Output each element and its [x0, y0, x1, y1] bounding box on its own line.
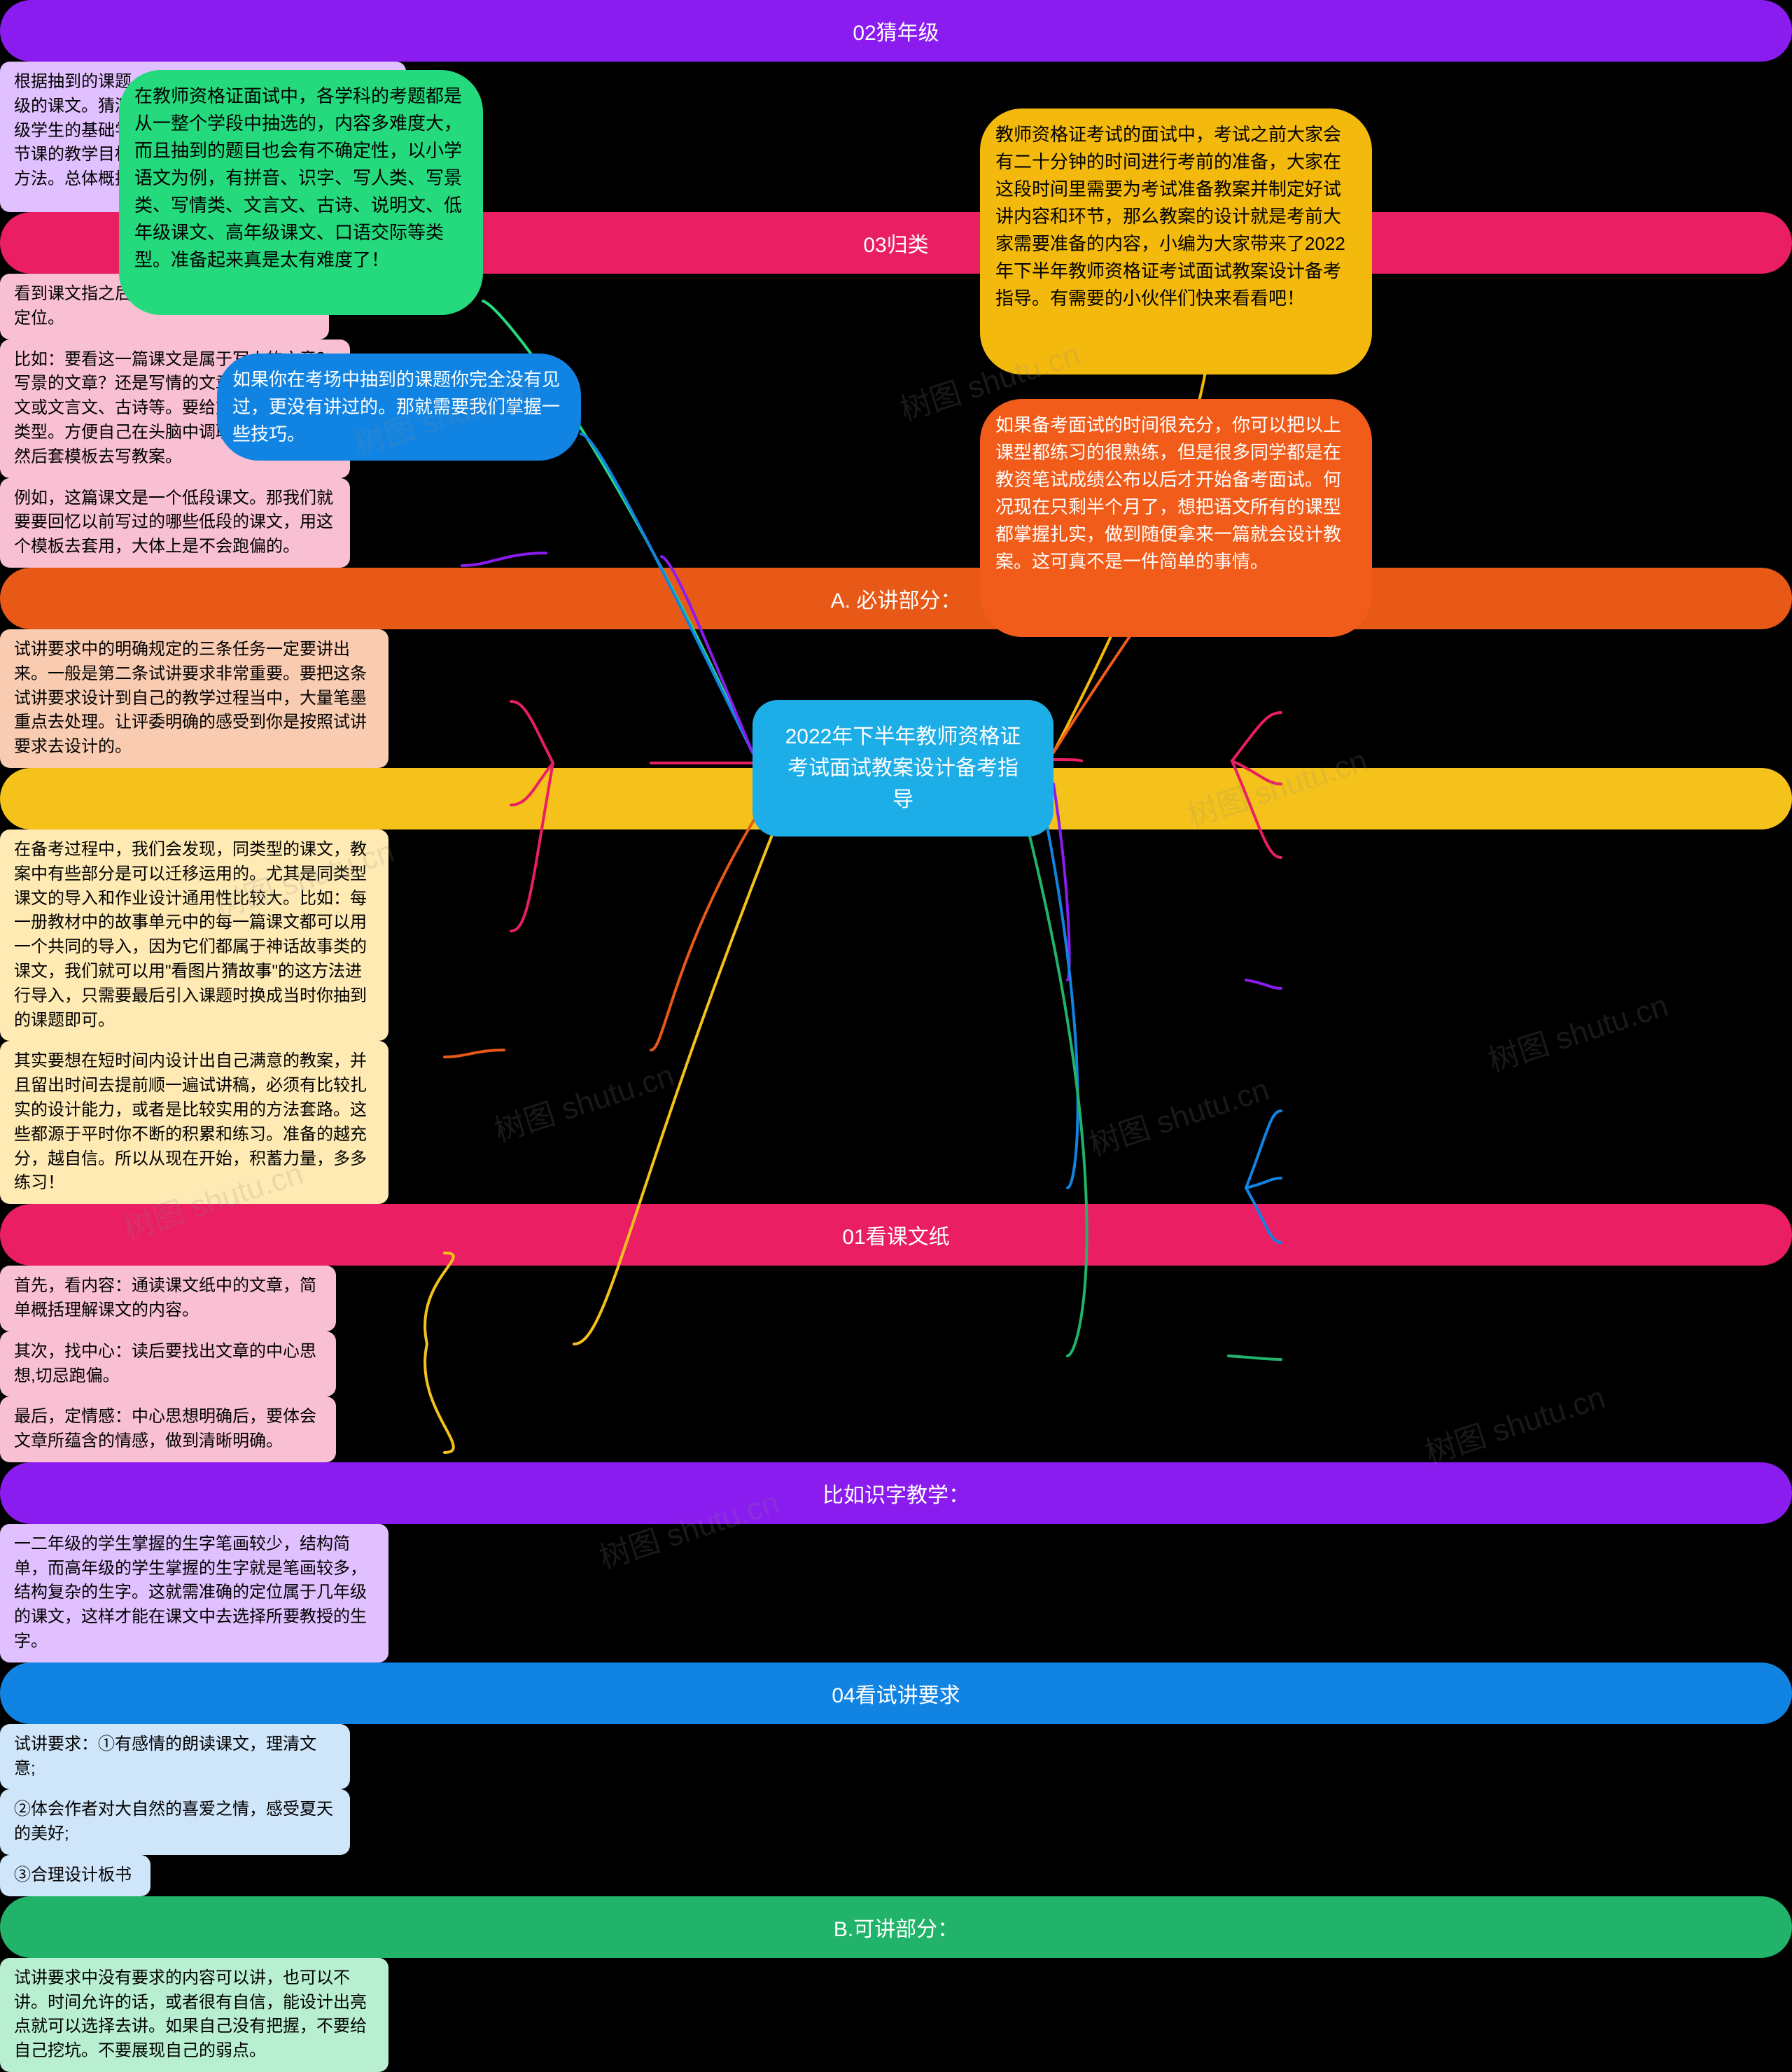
- watermark: 树图 shutu.cn: [1419, 1372, 1610, 1472]
- branch-04-leaf-0: 试讲要求：①有感情的朗读课文，理清文意;: [0, 1724, 350, 1790]
- branch-02: 02猜年级: [0, 0, 1792, 62]
- context-blob-left-top: 在教师资格证面试中，各学科的考题都是从一整个学段中抽选的，内容多难度大，而且抽到…: [119, 70, 483, 315]
- branch-01-leaf-1: 其次，找中心：读后要找出文章的中心思想,切忌跑偏。: [0, 1331, 336, 1397]
- branch-b: B.可讲部分：: [0, 1896, 1792, 1958]
- branch-zi: 比如识字教学：: [0, 1462, 1792, 1524]
- center-topic: 2022年下半年教师资格证考试面试教案设计备考指导: [752, 700, 1054, 836]
- branch-05-leaf-0: 在备考过程中，我们会发现，同类型的课文，教案中有些部分是可以迁移运用的。尤其是同…: [0, 830, 388, 1041]
- branch-01: 01看课文纸: [0, 1204, 1792, 1266]
- branch-b-leaf: 试讲要求中没有要求的内容可以讲，也可以不讲。时间允许的话，或者很有自信，能设计出…: [0, 1958, 388, 2072]
- branch-04-leaf-2: ③合理设计板书: [0, 1855, 150, 1896]
- context-blob-left-blue: 如果你在考场中抽到的课题你完全没有见过，更没有讲过的。那就需要我们掌握一些技巧。: [217, 354, 581, 461]
- branch-a: A. 必讲部分：: [0, 568, 1792, 629]
- watermark: 树图 shutu.cn: [1083, 1064, 1274, 1164]
- branch-01-leaf-2: 最后，定情感：中心思想明确后，要体会文章所蕴含的情感，做到清晰明确。: [0, 1396, 336, 1462]
- branch-04-leaf-1: ②体会作者对大自然的喜爱之情，感受夏天的美好;: [0, 1789, 350, 1855]
- context-blob-right-top: 教师资格证考试的面试中，考试之前大家会有二十分钟的时间进行考前的准备，大家在这段…: [980, 108, 1372, 374]
- branch-zi-leaf: 一二年级的学生掌握的生字笔画较少，结构简单，而高年级的学生掌握的生字就是笔画较多…: [0, 1524, 388, 1662]
- watermark: 树图 shutu.cn: [488, 1050, 679, 1150]
- branch-03-leaf-2: 例如，这篇课文是一个低段课文。那我们就要要回忆以前写过的哪些低段的课文，用这个模…: [0, 478, 350, 568]
- branch-05-leaf-1: 其实要想在短时间内设计出自己满意的教案，并且留出时间去提前顺一遍试讲稿，必须有比…: [0, 1041, 388, 1204]
- branch-04: 04看试讲要求: [0, 1662, 1792, 1724]
- context-blob-right-orange: 如果备考面试的时间很充分，你可以把以上课型都练习的很熟练，但是很多同学都是在教资…: [980, 399, 1372, 637]
- branch-a-leaf: 试讲要求中的明确规定的三条任务一定要讲出来。一般是第二条试讲要求非常重要。要把这…: [0, 629, 388, 768]
- branch-01-leaf-0: 首先，看内容：通读课文纸中的文章，简单概括理解课文的内容。: [0, 1266, 336, 1331]
- watermark: 树图 shutu.cn: [1482, 980, 1673, 1080]
